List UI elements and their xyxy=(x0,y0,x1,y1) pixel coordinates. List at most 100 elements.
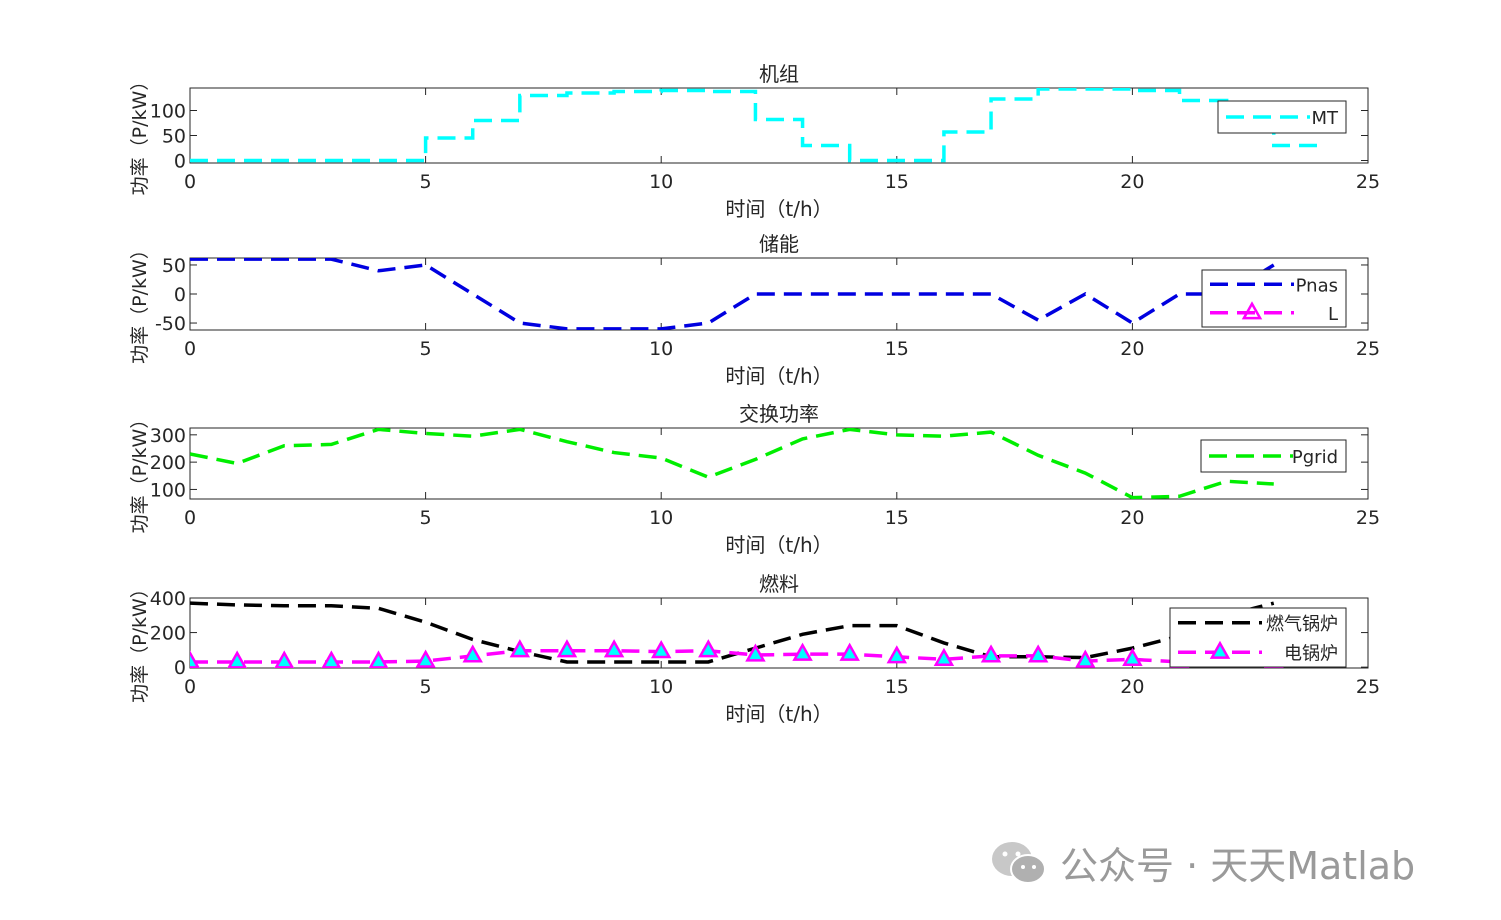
y-tick-label: 300 xyxy=(150,425,186,447)
y-tick-label: 50 xyxy=(162,126,186,148)
series-line-电锅炉 xyxy=(190,648,1274,664)
series-marker-电锅炉 xyxy=(368,650,389,668)
x-tick-label: 5 xyxy=(420,171,432,193)
series-marker-电锅炉 xyxy=(745,643,766,662)
y-axis-label: 功率（P/kW） xyxy=(129,579,151,703)
legend-label: L xyxy=(1328,304,1338,325)
x-tick-label: 20 xyxy=(1120,676,1144,698)
y-tick-label: 400 xyxy=(150,588,186,610)
legend: Pnas L xyxy=(1201,269,1347,328)
x-axis-label: 时间（t/h） xyxy=(725,197,832,221)
x-tick-label: 25 xyxy=(1356,171,1380,193)
series-marker-电锅炉 xyxy=(839,642,860,661)
x-tick-label: 5 xyxy=(420,507,432,529)
legend-label: MT xyxy=(1311,108,1339,129)
x-axis-label: 时间（t/h） xyxy=(725,364,832,388)
legend-box xyxy=(1169,607,1347,668)
x-tick-label: 15 xyxy=(885,676,909,698)
series-line-Pnas xyxy=(190,258,1275,330)
axes-box xyxy=(189,427,1369,500)
x-tick-label: 10 xyxy=(649,507,673,529)
series-marker-电锅炉 xyxy=(227,650,248,668)
plot-area xyxy=(190,88,1321,163)
legend: MT xyxy=(1217,100,1347,134)
plot-area xyxy=(190,258,1275,330)
legend-label: Pgrid xyxy=(1292,447,1338,468)
wechat-icon xyxy=(992,841,1046,884)
x-tick-label: 25 xyxy=(1356,676,1380,698)
x-tick-label: 25 xyxy=(1356,507,1380,529)
series-marker-电锅炉 xyxy=(603,639,625,658)
x-tick-label: 25 xyxy=(1356,338,1380,360)
series-marker-电锅炉 xyxy=(886,645,908,664)
series-marker-电锅炉 xyxy=(698,639,719,658)
y-tick-label: 100 xyxy=(150,479,186,501)
series-marker-电锅炉 xyxy=(1075,649,1096,668)
watermark-text: 公众号 · 天天Matlab xyxy=(1060,844,1416,888)
series-marker-电锅炉 xyxy=(274,650,295,668)
y-tick-label: -50 xyxy=(155,313,186,335)
x-tick-label: 10 xyxy=(649,676,673,698)
series-line-MT xyxy=(190,88,1321,163)
x-axis-label: 时间（t/h） xyxy=(725,533,832,557)
legend-marker xyxy=(1241,301,1263,320)
y-tick-label: 100 xyxy=(150,101,186,123)
y-tick-label: 50 xyxy=(162,255,186,277)
series-line-Pgrid xyxy=(190,428,1274,499)
series-marker-电锅炉 xyxy=(415,649,436,668)
x-tick-label: 5 xyxy=(420,676,432,698)
y-tick-label: 200 xyxy=(150,623,186,645)
y-tick-label: 0 xyxy=(174,284,186,306)
series-marker-电锅炉 xyxy=(1122,647,1143,667)
x-tick-label: 20 xyxy=(1120,507,1144,529)
subplot-title: 储能 xyxy=(759,232,799,256)
legend-label: 电锅炉 xyxy=(1284,643,1338,664)
legend-marker xyxy=(1209,640,1231,659)
x-tick-label: 0 xyxy=(184,676,196,698)
series-marker-电锅炉 xyxy=(650,640,672,659)
x-tick-label: 15 xyxy=(885,507,909,529)
y-axis-label: 功率（P/kW） xyxy=(129,72,151,196)
x-tick-label: 15 xyxy=(885,338,909,360)
y-axis-label: 功率（P/kW） xyxy=(129,410,151,534)
legend-box xyxy=(1201,269,1347,328)
series-marker-电锅炉 xyxy=(462,644,483,663)
y-axis-label: 功率（P/kW） xyxy=(129,240,151,364)
series-marker-电锅炉 xyxy=(190,650,200,668)
series-marker-电锅炉 xyxy=(792,642,813,661)
x-tick-label: 0 xyxy=(184,338,196,360)
series-line-燃气锅炉 xyxy=(190,601,1275,664)
y-tick-label: 200 xyxy=(150,452,186,474)
watermark: 公众号 · 天天Matlab xyxy=(990,835,1415,890)
x-tick-label: 20 xyxy=(1120,338,1144,360)
y-tick-label: 0 xyxy=(174,151,186,173)
legend: Pgrid xyxy=(1200,439,1347,473)
legend-label: 燃气锅炉 xyxy=(1266,614,1338,635)
subplot-title: 机组 xyxy=(759,62,799,86)
x-tick-label: 20 xyxy=(1120,171,1144,193)
axes-box xyxy=(189,87,1369,164)
x-tick-label: 15 xyxy=(885,171,909,193)
series-marker-电锅炉 xyxy=(509,639,531,658)
series-marker-电锅炉 xyxy=(321,650,342,668)
series-marker-电锅炉 xyxy=(933,647,955,667)
subplot-title: 交换功率 xyxy=(739,402,819,426)
legend-label: Pnas xyxy=(1296,275,1338,296)
series-marker-电锅炉 xyxy=(556,639,578,658)
subplot-title: 燃料 xyxy=(759,572,799,596)
y-tick-label: 0 xyxy=(174,657,186,679)
x-tick-label: 5 xyxy=(420,338,432,360)
x-tick-label: 0 xyxy=(184,171,196,193)
x-axis-label: 时间（t/h） xyxy=(725,702,832,726)
series-marker-电锅炉 xyxy=(980,644,1002,663)
x-tick-label: 10 xyxy=(649,338,673,360)
plot-area xyxy=(190,428,1274,499)
series-marker-电锅炉 xyxy=(1027,644,1049,663)
x-tick-label: 10 xyxy=(649,171,673,193)
